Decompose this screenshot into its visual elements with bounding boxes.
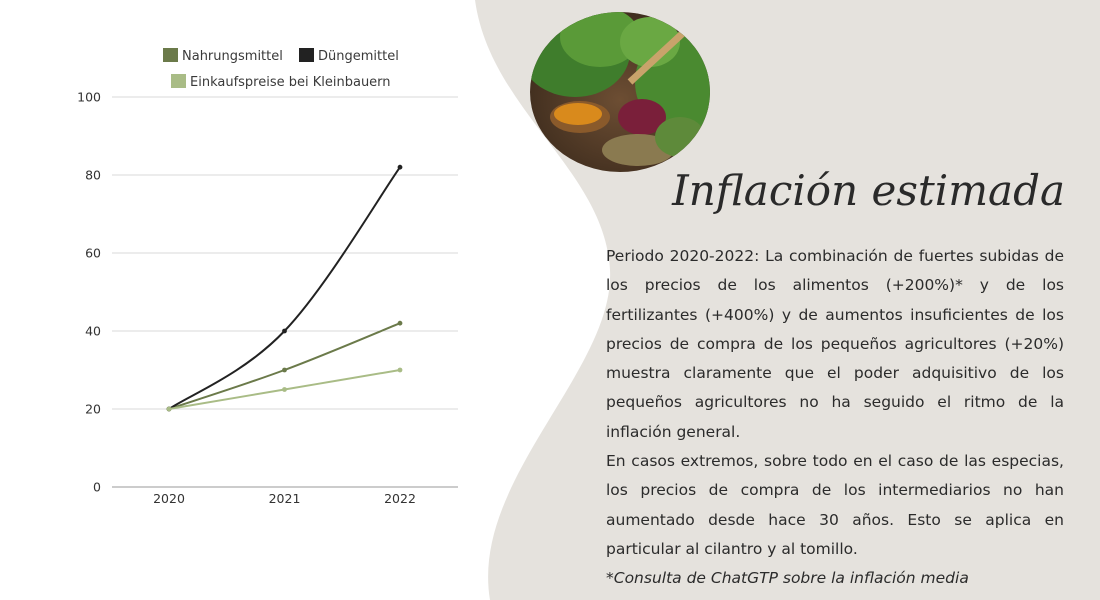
data-point bbox=[282, 328, 287, 334]
y-tick-label: 20 bbox=[85, 402, 101, 417]
y-tick-label: 40 bbox=[85, 324, 101, 339]
x-axis: 2020 2021 2022 bbox=[153, 491, 416, 506]
y-tick-label: 0 bbox=[93, 480, 101, 495]
legend-label: Düngemittel bbox=[318, 49, 399, 64]
data-point bbox=[282, 387, 287, 392]
y-tick-label: 80 bbox=[85, 168, 101, 183]
y-tick-label: 60 bbox=[85, 246, 101, 261]
paragraph-2: En casos extremos, sobre todo en el caso… bbox=[606, 452, 1064, 558]
legend-swatch bbox=[163, 48, 178, 62]
data-point bbox=[166, 406, 172, 412]
data-point bbox=[397, 320, 403, 326]
x-tick-label: 2022 bbox=[384, 491, 416, 506]
data-point bbox=[397, 367, 403, 373]
paragraph-1: Periodo 2020-2022: La combinación de fue… bbox=[606, 247, 1064, 441]
chart-grid bbox=[112, 96, 458, 488]
line-chart: Nahrungsmittel Düngemittel Einkaufspreise … bbox=[77, 48, 458, 506]
chart-series bbox=[166, 164, 403, 412]
herbs-and-spices-photo bbox=[530, 12, 710, 172]
data-point bbox=[282, 367, 287, 373]
legend-label: Einkaufspreise bei Kleinbauern bbox=[190, 75, 391, 90]
legend-swatch bbox=[299, 48, 314, 62]
series-line-1 bbox=[168, 166, 401, 410]
legend-label: Nahrungsmittel bbox=[182, 49, 283, 64]
footnote: *Consulta de ChatGTP sobre la inflación … bbox=[606, 569, 969, 588]
x-tick-label: 2020 bbox=[153, 491, 185, 506]
y-tick-label: 100 bbox=[77, 90, 101, 105]
x-tick-label: 2021 bbox=[269, 491, 301, 506]
legend-swatch bbox=[171, 74, 186, 88]
page-title: Inflación estimada bbox=[672, 166, 1065, 215]
series-line-0 bbox=[168, 322, 401, 410]
y-axis: 0 20 40 60 80 100 bbox=[77, 90, 101, 495]
body-text: Periodo 2020-2022: La combinación de fue… bbox=[606, 242, 1064, 594]
chart-legend: Nahrungsmittel Düngemittel Einkaufspreise … bbox=[163, 48, 399, 90]
data-point bbox=[397, 164, 403, 170]
